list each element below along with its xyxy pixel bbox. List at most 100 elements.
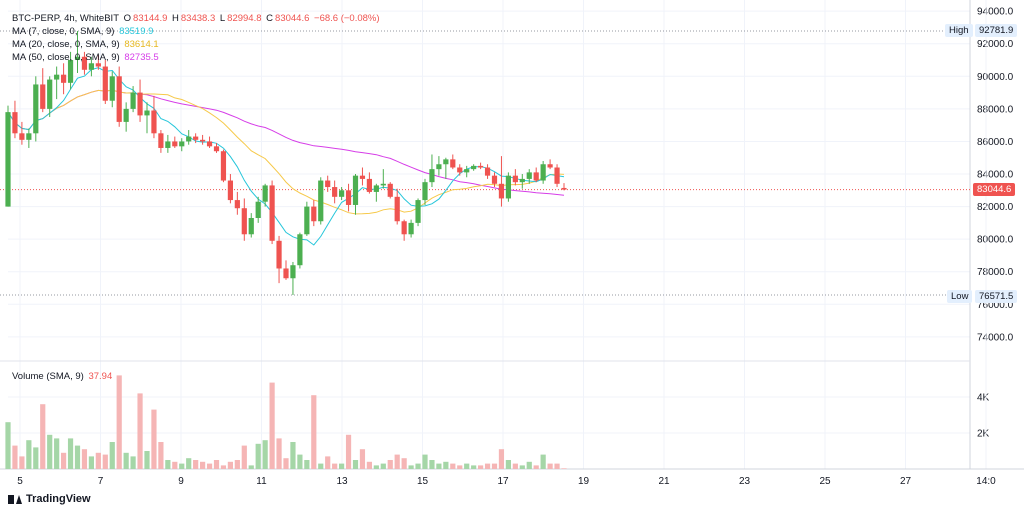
candle-body	[457, 167, 463, 173]
price-tick-label: 88000.0	[977, 104, 1014, 115]
candle-body	[387, 183, 393, 197]
candle-body	[26, 133, 32, 140]
high-label: H	[172, 13, 179, 24]
volume-bar	[339, 463, 345, 469]
price-tick-label: 80000.0	[977, 235, 1014, 246]
candle-body	[144, 110, 150, 116]
candle-body	[429, 169, 435, 183]
volume-bar	[95, 452, 101, 469]
candle-body	[116, 76, 122, 122]
candle-body	[88, 63, 94, 70]
volume-bar	[54, 438, 60, 469]
candle-body	[227, 180, 233, 201]
time-tick-label: 21	[658, 476, 670, 487]
candle-body	[102, 66, 108, 101]
price-tick-label: 90000.0	[977, 72, 1014, 83]
ma50-legend[interactable]: MA (50, close, 0, SMA, 9) 82735.5	[12, 51, 161, 64]
candle-body	[547, 164, 553, 168]
price-tick-label: 94000.0	[977, 7, 1014, 18]
candle-body	[172, 141, 178, 147]
volume-bar	[220, 465, 227, 469]
ma20-label: MA (20, close, 0, SMA, 9)	[12, 39, 120, 50]
volume-bar	[561, 468, 567, 469]
volume-bar	[116, 375, 122, 469]
time-tick-label: 27	[900, 476, 912, 487]
candle-body	[109, 76, 115, 101]
candle-body	[262, 185, 268, 202]
last-price-badge: 83044.6	[973, 183, 1016, 196]
time-tick-label: 17	[497, 476, 509, 487]
time-tick-label: 19	[578, 476, 590, 487]
candle-body	[123, 108, 129, 122]
volume-bar	[179, 463, 185, 469]
volume-bar	[484, 463, 491, 469]
price-tick-label: 82000.0	[977, 202, 1014, 213]
volume-tick-label: 4K	[977, 393, 990, 404]
volume-bar	[262, 440, 268, 469]
time-tick-label: 11	[256, 476, 267, 487]
candle-body	[443, 159, 449, 165]
volume-bar	[241, 445, 247, 469]
time-tick-label: 5	[17, 476, 23, 487]
price-tick-label: 76000.0	[977, 300, 1014, 311]
ma7-legend[interactable]: MA (7, close, 0, SMA, 9) 83519.9	[12, 25, 155, 38]
candle-body	[130, 92, 136, 109]
candle-body	[464, 169, 470, 173]
candle-body	[491, 175, 498, 184]
candle-body	[415, 200, 421, 223]
volume-bar	[200, 461, 206, 469]
symbol-label: BTC-PERP, 4h, WhiteBIT	[12, 13, 119, 24]
volume-bar	[457, 465, 463, 469]
volume-bar	[318, 463, 324, 469]
candle-body	[311, 206, 317, 222]
volume-bar	[464, 463, 470, 469]
candle-body	[422, 182, 428, 201]
volume-bar	[88, 456, 94, 469]
candle-body	[255, 201, 261, 218]
time-tick-label: 15	[417, 476, 429, 487]
volume-bar	[526, 461, 532, 469]
candle-body	[151, 110, 157, 134]
tradingview-logo[interactable]: TradingView	[8, 493, 91, 505]
volume-bar	[193, 460, 199, 469]
volume-bar	[394, 454, 400, 469]
candle-body	[498, 183, 505, 199]
ma20-line	[7, 89, 565, 215]
candle-body	[248, 217, 254, 235]
candle-body	[380, 183, 386, 186]
volume-bar	[144, 451, 150, 469]
volume-bar	[12, 445, 18, 469]
ma20-legend[interactable]: MA (20, close, 0, SMA, 9) 83614.1	[12, 38, 161, 51]
ma50-line	[7, 89, 565, 196]
volume-bar	[373, 465, 379, 469]
volume-bar	[408, 465, 414, 469]
volume-bar	[290, 442, 296, 469]
volume-bar	[5, 422, 11, 469]
candle-body	[5, 112, 11, 207]
time-tick-label: 23	[739, 476, 751, 487]
candle-body	[366, 178, 372, 192]
volume-bar	[332, 463, 338, 469]
candle-body	[533, 172, 539, 181]
volume-bar	[172, 461, 178, 469]
volume-bar	[102, 454, 108, 469]
candle-body	[241, 208, 247, 235]
candle-body	[283, 268, 289, 279]
candle-body	[12, 112, 18, 134]
candle-body	[234, 200, 240, 209]
open-value: 83144.9	[133, 13, 168, 24]
volume-bar	[234, 460, 240, 469]
volume-bar	[283, 458, 289, 469]
ma7-value: 83519.9	[119, 26, 154, 37]
close-label: C	[266, 13, 274, 24]
candle-body	[318, 180, 324, 222]
candle-body	[339, 190, 345, 197]
time-tick-label: 25	[819, 476, 831, 487]
candle-body	[554, 167, 560, 184]
volume-bar	[505, 460, 511, 469]
volume-bar	[297, 454, 303, 469]
volume-legend[interactable]: Volume (SMA, 9) 37.94	[12, 370, 114, 383]
volume-bar	[401, 458, 407, 469]
close-value: 83044.6	[275, 13, 310, 24]
